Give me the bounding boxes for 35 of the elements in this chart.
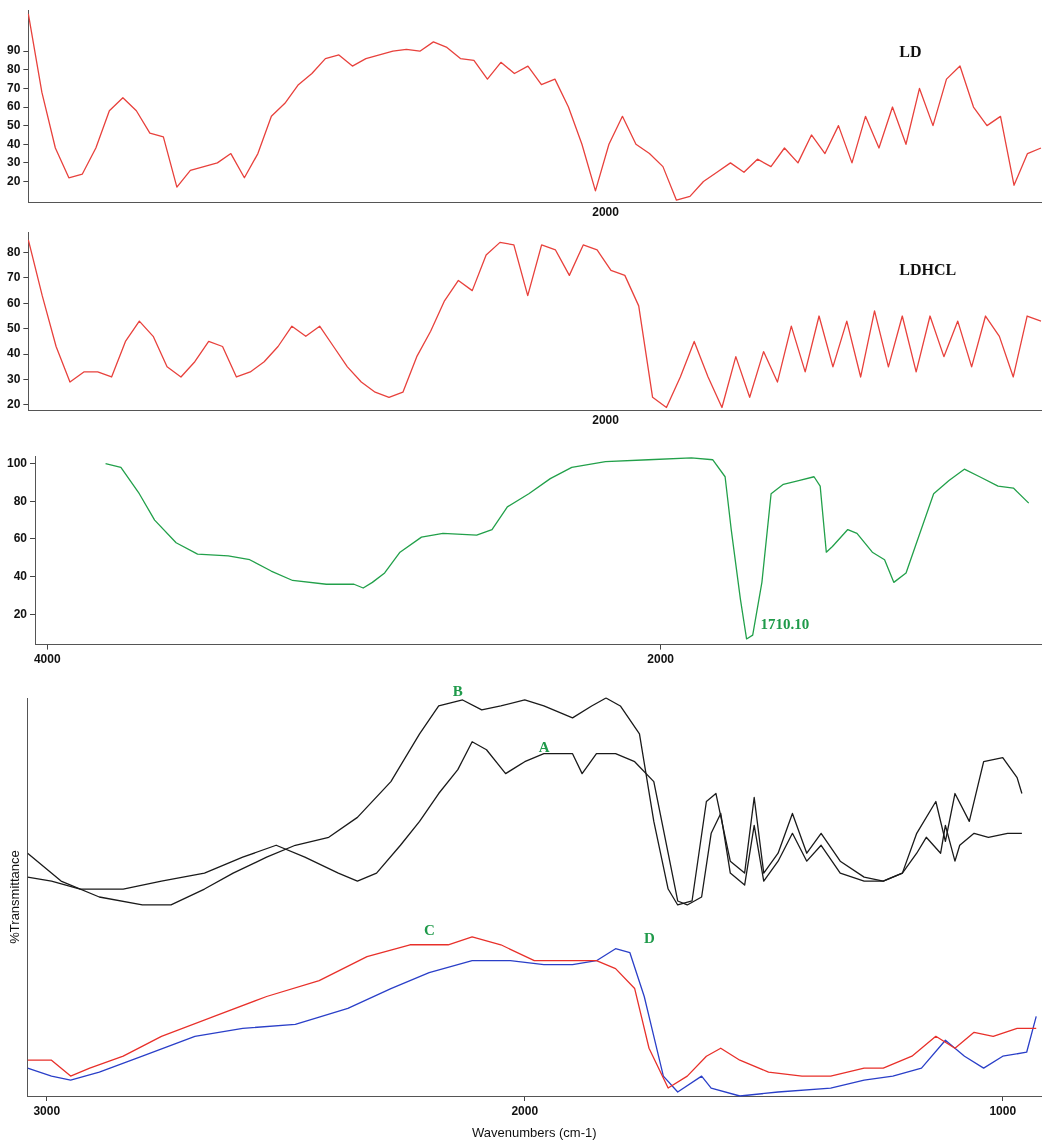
- y-tick-label: 100: [6, 455, 28, 470]
- annotation: 1710.10: [760, 615, 810, 632]
- y-tick-label: 80: [6, 244, 21, 259]
- y-tick-label: 70: [6, 270, 21, 285]
- y-tick-label: 30: [6, 371, 21, 386]
- y-tick-label: 40: [6, 346, 21, 361]
- x-axis-title: Wavenumbers (cm-1): [472, 1124, 597, 1140]
- y-tick-label: 60: [13, 531, 28, 546]
- text: LD: [899, 42, 922, 60]
- y-tick-label: 30: [6, 155, 21, 170]
- y-tick-label: 40: [13, 569, 28, 584]
- annotation: C: [424, 921, 435, 938]
- y-tick-label: 40: [6, 136, 21, 151]
- y-axis-title: %Transmittance: [7, 850, 23, 944]
- y-tick-label: 90: [6, 43, 21, 58]
- y-tick-label: 20: [6, 173, 21, 188]
- x-tick-label: 4000: [33, 652, 61, 667]
- annotation: B: [452, 682, 463, 699]
- annotation: D: [643, 929, 655, 946]
- y-tick-label: 60: [6, 99, 21, 114]
- y-tick-label: 70: [6, 80, 21, 95]
- x-tick-label: 3000: [33, 1103, 61, 1118]
- y-tick-label: 80: [6, 62, 21, 77]
- annotation: A: [538, 738, 550, 755]
- x-tick-label: 2000: [511, 1103, 539, 1118]
- y-tick-label: 60: [6, 295, 21, 310]
- text: 2000: [592, 205, 620, 220]
- text: 2000: [592, 413, 620, 428]
- x-tick-label: 1000: [989, 1103, 1017, 1118]
- text: LDHCL: [899, 261, 957, 279]
- y-tick-label: 50: [6, 117, 21, 132]
- y-tick-label: 20: [13, 606, 28, 621]
- y-tick-label: 20: [6, 397, 21, 412]
- y-tick-label: 80: [13, 493, 28, 508]
- y-tick-label: 50: [6, 321, 21, 336]
